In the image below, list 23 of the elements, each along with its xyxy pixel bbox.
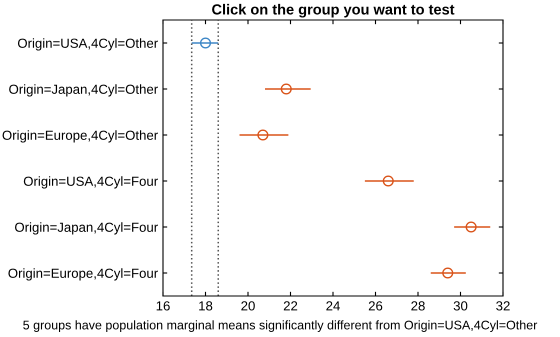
- point: [200, 37, 212, 49]
- x-tick-label: 16: [156, 301, 170, 311]
- chart-title: Click on the group you want to test: [212, 4, 454, 18]
- y-tick-label: Origin=USA,4Cyl=Four: [24, 176, 158, 189]
- x-tick-label: 18: [199, 301, 212, 311]
- y-tick-label: Origin=Europe,4Cyl=Other: [2, 130, 158, 143]
- y-tick-label: Origin=Japan,4Cyl=Four: [15, 222, 158, 235]
- x-axis-title: 5 groups have population marginal means significantly different from Origin=USA,4Cyl=Other: [23, 320, 538, 332]
- y-tick-label: Origin=Japan,4Cyl=Other: [9, 84, 158, 97]
- x-tick-label: 30: [454, 301, 468, 311]
- point: [280, 83, 292, 95]
- x-tick-label: 26: [368, 301, 382, 311]
- x-tick-label: 20: [241, 301, 255, 311]
- y-tick-label: Origin=USA,4Cyl=Other: [18, 38, 158, 51]
- point: [382, 175, 394, 187]
- x-tick-label: 24: [326, 301, 340, 310]
- y-tick-label: Origin=Europe,4Cyl=Four: [8, 268, 158, 281]
- x-tick-label: 32: [496, 301, 510, 311]
- point: [466, 221, 477, 233]
- point: [442, 267, 454, 279]
- x-tick-label: 22: [284, 301, 298, 310]
- point: [257, 129, 268, 141]
- x-tick-label: 28: [411, 301, 425, 311]
